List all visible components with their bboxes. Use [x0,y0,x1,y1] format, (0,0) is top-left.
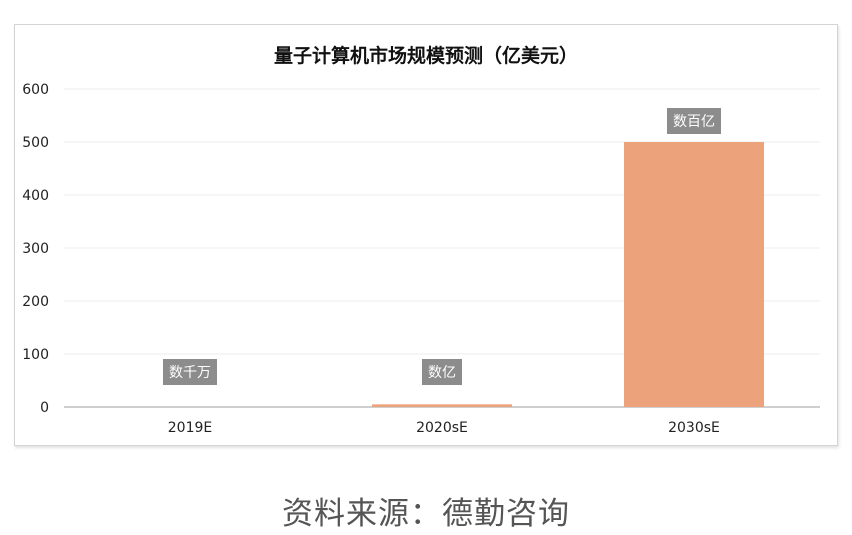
y-tick-label: 0 [40,400,49,416]
x-tick-label: 2020sE [416,420,468,436]
data-label: 数千万 [169,365,211,381]
source-caption: 资料来源：德勤咨询 [282,496,570,532]
x-tick-label: 2030sE [668,420,720,436]
y-tick-label: 400 [22,188,49,204]
data-label: 数亿 [428,365,456,381]
y-tick-label: 100 [22,347,49,363]
bar [372,404,512,407]
chart-frame: 量子计算机市场规模预测（亿美元） 0 100 200 300 400 500 600 2019… [14,24,838,446]
y-tick-label: 600 [22,82,49,98]
data-label-box [667,108,721,134]
data-label-box [163,359,217,385]
data-label: 数百亿 [673,114,715,130]
bar [624,142,764,407]
x-tick-label: 2019E [168,420,212,436]
chart-title: 量子计算机市场规模预测（亿美元） [273,45,578,67]
data-label-box [422,359,462,385]
bar-chart: 0 100 200 300 400 500 600 2019E 数千万 2020sE 数亿 2030s… [22,82,820,436]
y-tick-label: 500 [22,135,49,151]
y-tick-label: 300 [22,241,49,257]
y-tick-label: 200 [22,294,49,310]
